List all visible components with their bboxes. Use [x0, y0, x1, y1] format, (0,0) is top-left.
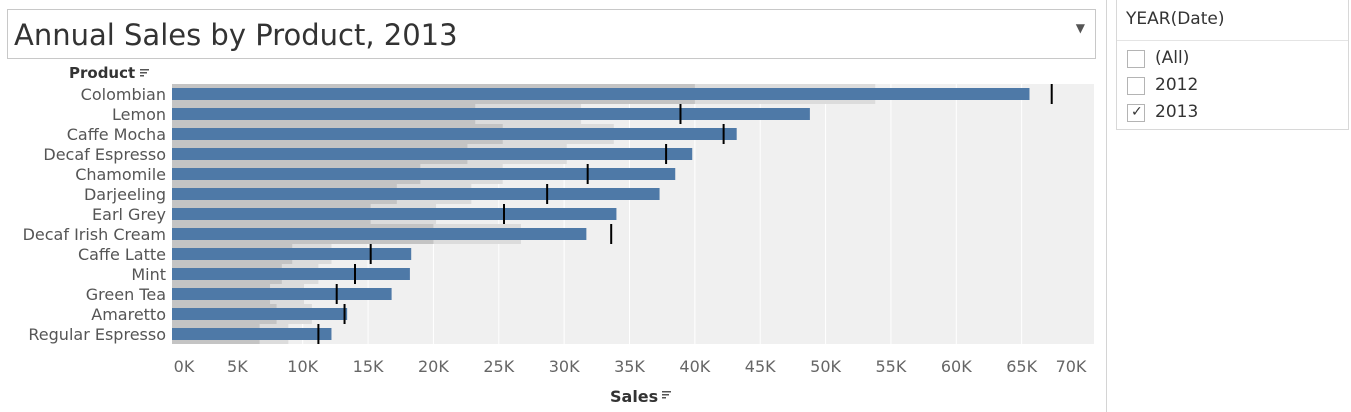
filter-option-label: 2013	[1155, 102, 1199, 122]
bar	[172, 188, 660, 200]
page-title: Annual Sales by Product, 2013	[14, 18, 458, 52]
x-tick-label: 40K	[679, 357, 710, 376]
x-tick-label: 15K	[353, 357, 384, 376]
y-tick-label: Lemon	[112, 105, 166, 124]
filter-panel: YEAR(Date) (All) 2012 ✓ 2013	[1106, 0, 1351, 412]
filter-option-label: 2012	[1155, 75, 1199, 95]
year-filter: YEAR(Date) (All) 2012 ✓ 2013	[1116, 0, 1349, 130]
bar	[172, 288, 392, 300]
checkmark-icon: ✓	[1131, 104, 1143, 120]
x-tick-label: 25K	[483, 357, 514, 376]
sort-icon[interactable]	[662, 391, 671, 399]
bar	[172, 328, 332, 340]
x-tick-label: 50K	[810, 357, 841, 376]
y-tick-label: Mint	[131, 265, 166, 284]
dropdown-caret-icon[interactable]: ▼	[1075, 21, 1085, 35]
y-tick-label: Decaf Espresso	[43, 145, 166, 164]
bar	[172, 308, 348, 320]
filter-divider	[1117, 40, 1348, 41]
bar	[172, 248, 412, 260]
y-axis-title-group[interactable]: Product	[69, 64, 149, 82]
y-axis-title: Product	[69, 64, 135, 82]
bar	[172, 128, 737, 140]
filter-option-2012[interactable]: 2012	[1127, 74, 1337, 98]
checkbox[interactable]	[1127, 77, 1145, 95]
filter-option-all[interactable]: (All)	[1127, 47, 1337, 71]
bar	[172, 228, 587, 240]
bar	[172, 208, 617, 220]
y-tick-label: Regular Espresso	[28, 325, 166, 344]
bar	[172, 108, 810, 120]
x-tick-label: 60K	[941, 357, 972, 376]
filter-option-2013[interactable]: ✓ 2013	[1127, 101, 1337, 125]
x-tick-label: 55K	[875, 357, 906, 376]
x-axis-ticks: 0K 5K 10K 15K 20K 25K 30K 35K 40K 45K 50K 55K 60K 65K…	[174, 357, 1087, 376]
x-tick-label: 10K	[287, 357, 318, 376]
filter-title: YEAR(Date)	[1126, 9, 1225, 29]
x-axis-title: Sales	[610, 387, 658, 406]
x-tick-label: 20K	[418, 357, 449, 376]
filter-option-label: (All)	[1155, 48, 1190, 68]
y-tick-label: Colombian	[81, 85, 166, 104]
x-axis-title-group[interactable]: Sales	[610, 387, 671, 406]
y-tick-label: Green Tea	[86, 285, 166, 304]
y-tick-label: Decaf Irish Cream	[23, 225, 166, 244]
bar	[172, 268, 410, 280]
y-tick-label: Earl Grey	[92, 205, 166, 224]
x-tick-label: 0K	[174, 357, 195, 376]
y-tick-label: Caffe Mocha	[67, 125, 166, 144]
sort-icon[interactable]	[140, 69, 149, 77]
x-tick-label: 35K	[614, 357, 645, 376]
reference-lines	[317, 84, 1053, 344]
y-tick-label: Caffe Latte	[78, 245, 166, 264]
checkbox[interactable]: ✓	[1127, 104, 1145, 122]
y-tick-label: Amaretto	[91, 305, 166, 324]
checkbox[interactable]	[1127, 50, 1145, 68]
bar	[172, 148, 693, 160]
bars	[172, 88, 1030, 340]
title-dropdown[interactable]: Annual Sales by Product, 2013 ▼	[7, 9, 1096, 59]
x-tick-label: 5K	[227, 357, 248, 376]
y-tick-label: Darjeeling	[84, 185, 166, 204]
x-tick-label: 70K	[1056, 357, 1087, 376]
x-tick-label: 65K	[1006, 357, 1037, 376]
y-tick-label: Chamomile	[75, 165, 166, 184]
bar	[172, 88, 1030, 100]
x-tick-label: 30K	[549, 357, 580, 376]
x-tick-label: 45K	[745, 357, 776, 376]
bar	[172, 168, 676, 180]
